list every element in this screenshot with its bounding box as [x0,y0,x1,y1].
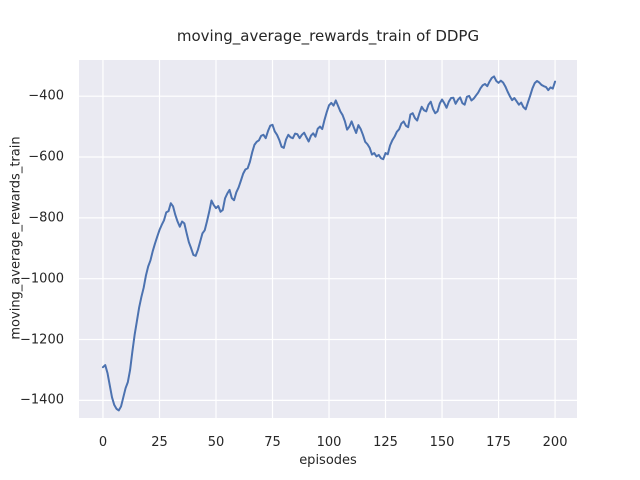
x-tick-label: 25 [151,435,168,450]
data-line [101,75,557,412]
y-axis-label: moving_average_rewards_train [8,136,24,340]
chart-title: moving_average_rewards_train of DDPG [176,27,480,45]
plot-canvas [79,60,577,418]
y-tick-label: −400 [28,88,64,104]
x-axis-label: episodes [299,453,357,468]
x-tick-label: 175 [486,435,511,450]
x-tick-label: 75 [264,435,281,450]
y-tick-label: −800 [28,210,64,226]
x-tick-label: 0 [98,435,108,450]
x-tick-label: 200 [542,435,568,450]
y-tick-label: −600 [28,149,64,165]
plot-area [79,60,577,418]
y-tick-label: −1000 [20,271,64,287]
y-tick-label: −1200 [20,332,64,348]
x-tick-label: 150 [429,435,455,450]
x-tick-label: 50 [207,435,225,450]
x-tick-label: 100 [316,435,342,450]
y-tick-label: −1400 [20,392,64,408]
x-tick-label: 125 [373,435,398,450]
